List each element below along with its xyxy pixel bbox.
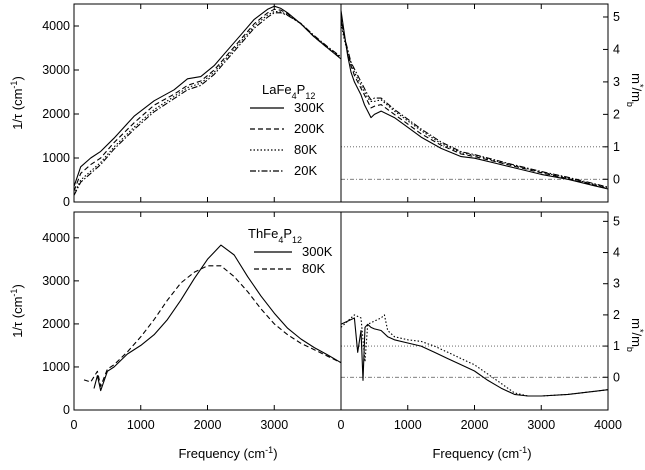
y-tick-label: 2 [613, 308, 620, 322]
ylabel-bottom-left: 1/τ (cm-1) [9, 284, 25, 338]
legend-title-bottom: ThFe4P12 [248, 226, 302, 245]
legend-label-80K: 80K [294, 142, 317, 157]
y-tick-label: 4000 [42, 19, 70, 33]
ylabel-top-left: 1/τ (cm-1) [9, 76, 25, 130]
legend-title-top: LaFe4P12 [262, 82, 315, 101]
y-tick-label: 1 [613, 339, 620, 353]
panel-top-right: 0 1 2 3 4 5 [340, 4, 620, 202]
x-tick-label: 3000 [527, 418, 555, 432]
x-tick-label: 4000 [594, 418, 622, 432]
legend-label-200K: 200K [294, 121, 325, 136]
panel-top-left: 0 1000 2000 3000 4000 300K 200K 80K 20K [42, 4, 342, 209]
series-line-20K [73, 12, 342, 196]
y-tick-label: 3000 [42, 63, 70, 77]
legend-label-20K: 20K [294, 163, 317, 178]
x-tick-label: 0 [71, 418, 78, 432]
panel-bottom-left: 0 1000 2000 3000 4000 0 1000 2000 3000 300K 80K [42, 212, 342, 432]
xlabel-right: Frequency (cm-1) [432, 445, 531, 461]
ylabel-bottom-right: m*/mb [625, 318, 645, 352]
legend-label-80K: 80K [302, 261, 325, 276]
x-tick-label: 1000 [127, 418, 155, 432]
y-tick-label: 2000 [42, 317, 70, 331]
ylabel-top-right: m*/mb [625, 73, 645, 107]
y-tick-label: 3000 [42, 274, 70, 288]
y-tick-label: 0 [613, 370, 620, 384]
x-tick-label: 2000 [194, 418, 222, 432]
x-tick-label: 3000 [260, 418, 288, 432]
series-line-80K [340, 314, 609, 397]
xlabel-left: Frequency (cm-1) [178, 445, 277, 461]
x-tick-label: 0 [338, 418, 345, 432]
y-tick-label: 0 [63, 195, 70, 209]
y-tick-label: 3 [613, 75, 620, 89]
y-tick-label: 4 [613, 246, 620, 260]
y-tick-label: 1000 [42, 360, 70, 374]
y-tick-label: 5 [613, 10, 620, 24]
y-tick-label: 2 [613, 107, 620, 121]
series-line-20K [340, 20, 609, 188]
series-line-300K [340, 10, 609, 190]
legend-label-300K: 300K [294, 100, 325, 115]
series-line-300K [93, 244, 342, 392]
series-line-300K [340, 317, 609, 397]
x-tick-label: 1000 [394, 418, 422, 432]
y-tick-label: 1000 [42, 151, 70, 165]
y-tick-label: 5 [613, 214, 620, 228]
series-line-80K [340, 23, 609, 189]
y-tick-label: 2000 [42, 107, 70, 121]
y-tick-label: 1 [613, 140, 620, 154]
y-tick-label: 3 [613, 277, 620, 291]
series-line-200K [73, 8, 342, 192]
y-tick-label: 4000 [42, 231, 70, 245]
legend-label-300K: 300K [302, 244, 333, 259]
series-line-200K [340, 16, 609, 189]
y-tick-label: 0 [613, 172, 620, 186]
panel-bottom-right: 0 1 2 3 4 5 0 1000 2000 3000 4000 [338, 212, 622, 432]
y-tick-label: 4 [613, 42, 620, 56]
y-tick-label: 0 [63, 403, 70, 417]
series-line-80K [83, 265, 342, 387]
x-tick-label: 2000 [461, 418, 489, 432]
